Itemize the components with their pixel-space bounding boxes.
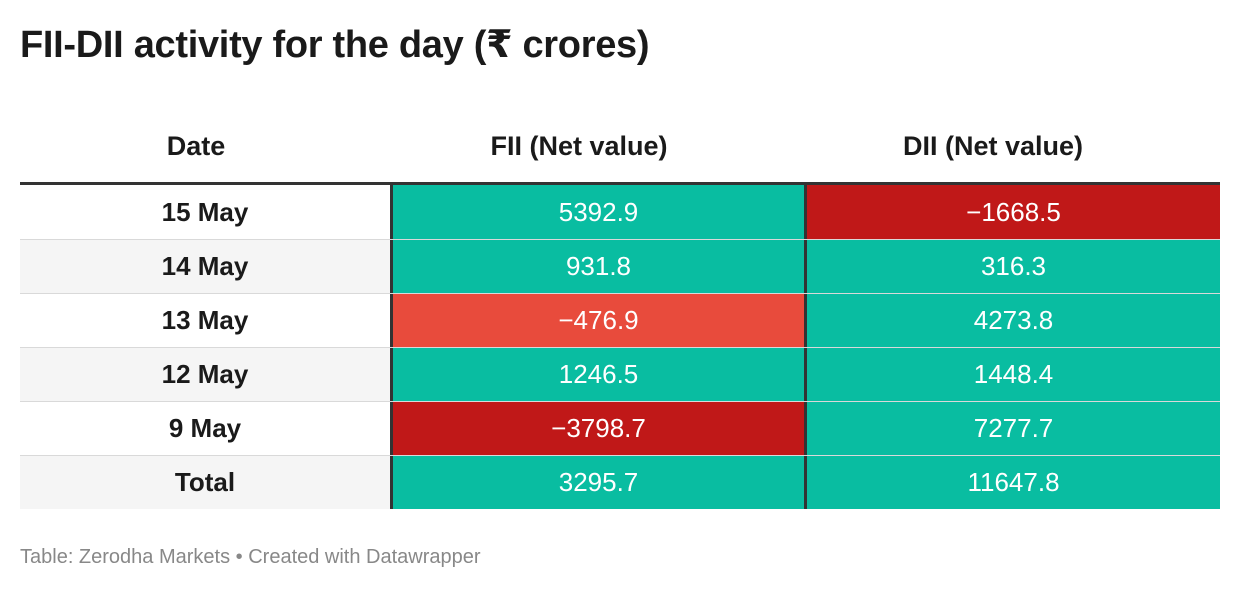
table-row: 15 May 5392.9 −1668.5 bbox=[20, 185, 1220, 239]
source-note: Table: Zerodha Markets • Created with Da… bbox=[20, 546, 481, 568]
header-date: Date bbox=[166, 130, 226, 161]
header-rule bbox=[20, 182, 1220, 185]
table-row: 9 May −3798.7 7277.7 bbox=[20, 401, 1220, 455]
column-divider bbox=[390, 294, 393, 347]
table-body: 15 May 5392.9 −1668.5 14 May 931.8 316.3 13 Ma… bbox=[20, 185, 1220, 509]
table-row: Total 3295.7 11647.8 bbox=[20, 455, 1220, 509]
column-divider bbox=[804, 240, 807, 293]
table-title: FII-DII activity for the day (₹ crores) bbox=[20, 24, 650, 66]
fii-value-cell: 3295.7 bbox=[393, 456, 804, 509]
date-cell: 12 May bbox=[20, 348, 390, 401]
fii-dii-table: Date FII (Net value) DII (Net value) 15 … bbox=[20, 110, 1220, 509]
column-divider bbox=[390, 456, 393, 509]
table-header-row: Date FII (Net value) DII (Net value) bbox=[20, 110, 1220, 182]
date-cell: 14 May bbox=[20, 240, 390, 293]
dii-value-cell: −1668.5 bbox=[807, 185, 1220, 239]
dii-value-cell: 4273.8 bbox=[807, 294, 1220, 347]
date-cell: Total bbox=[20, 456, 390, 509]
header-fii: FII (Net value) bbox=[490, 130, 668, 161]
date-cell: 9 May bbox=[20, 402, 390, 455]
fii-value-cell: 1246.5 bbox=[393, 348, 804, 401]
column-divider bbox=[804, 294, 807, 347]
dii-value-cell: 316.3 bbox=[807, 240, 1220, 293]
column-divider bbox=[390, 348, 393, 401]
header-dii: DII (Net value) bbox=[902, 130, 1084, 161]
column-divider bbox=[390, 402, 393, 455]
column-divider bbox=[804, 348, 807, 401]
table-row: 13 May −476.9 4273.8 bbox=[20, 293, 1220, 347]
table-row: 14 May 931.8 316.3 bbox=[20, 239, 1220, 293]
fii-value-cell: −3798.7 bbox=[393, 402, 804, 455]
fii-value-cell: 5392.9 bbox=[393, 185, 804, 239]
fii-value-cell: −476.9 bbox=[393, 294, 804, 347]
table-row: 12 May 1246.5 1448.4 bbox=[20, 347, 1220, 401]
column-divider bbox=[804, 185, 807, 239]
column-divider bbox=[804, 456, 807, 509]
dii-value-cell: 11647.8 bbox=[807, 456, 1220, 509]
column-divider bbox=[804, 402, 807, 455]
fii-value-cell: 931.8 bbox=[393, 240, 804, 293]
column-divider bbox=[390, 240, 393, 293]
date-cell: 13 May bbox=[20, 294, 390, 347]
dii-value-cell: 7277.7 bbox=[807, 402, 1220, 455]
dii-value-cell: 1448.4 bbox=[807, 348, 1220, 401]
column-divider bbox=[390, 185, 393, 239]
date-cell: 15 May bbox=[20, 185, 390, 239]
